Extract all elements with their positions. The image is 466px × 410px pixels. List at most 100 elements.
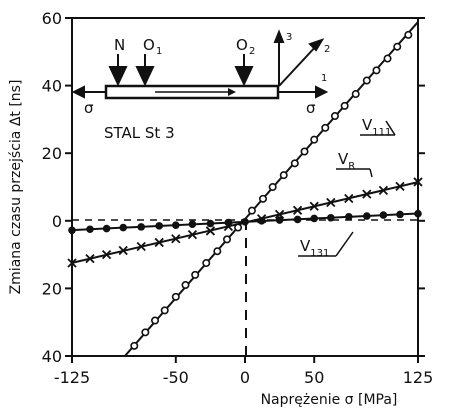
data-point-v131 — [68, 226, 76, 235]
x-tick-label: -125 — [54, 368, 90, 387]
data-point-v111 — [300, 147, 309, 156]
data-point-vr — [67, 258, 77, 268]
label-sigma-left: σ — [84, 99, 94, 117]
data-point-vr — [309, 201, 319, 211]
data-point-v131 — [327, 213, 335, 222]
series-label-leader — [369, 168, 373, 178]
data-point-v111 — [362, 76, 371, 85]
data-point-vr — [136, 241, 146, 252]
data-point-v111 — [181, 281, 190, 290]
series-label-v131: V131 — [300, 237, 329, 259]
data-point-v111 — [383, 54, 392, 63]
data-point-v111 — [321, 123, 330, 132]
data-point-vr — [395, 181, 405, 191]
data-point-v131 — [224, 218, 233, 227]
transducer-o2-arrowhead — [234, 66, 254, 87]
data-point-v111 — [372, 66, 381, 75]
stress-arrowhead-left — [71, 85, 85, 99]
data-point-vr — [187, 230, 198, 240]
y-tick-label: 20 — [42, 144, 62, 163]
data-point-v111 — [340, 101, 349, 110]
transducer-n-arrowhead — [108, 66, 128, 87]
x-tick-label: 0 — [240, 368, 250, 387]
data-point-vr — [274, 209, 285, 220]
data-point-v131 — [206, 219, 215, 228]
label-n: N — [114, 36, 125, 54]
axis-2-arrowhead — [308, 38, 325, 52]
plot-layer: -125 -50 0 50 125 60 40 20 0 20 40 V111 VR V131 — [42, 9, 434, 387]
wave-arrowhead — [228, 88, 236, 96]
data-point-v131 — [119, 223, 128, 232]
data-point-vr — [326, 197, 336, 208]
data-point-v131 — [310, 214, 319, 223]
y-tick-label: 0 — [52, 212, 62, 231]
x-tick-label: 50 — [304, 368, 324, 387]
data-point-v111 — [247, 206, 256, 215]
data-point-v111 — [160, 306, 169, 315]
series-label-vr: VR — [338, 150, 355, 172]
data-point-v111 — [404, 30, 413, 39]
data-point-v131 — [172, 221, 180, 229]
data-point-v111 — [151, 316, 160, 325]
data-point-vr — [171, 234, 181, 244]
data-point-v131 — [137, 223, 145, 231]
label-sigma-right: σ — [306, 99, 316, 117]
axis-2-line — [278, 43, 319, 87]
y-tick-label: 40 — [42, 347, 62, 366]
x-axis-label: Naprężenie σ [MPa] — [261, 392, 398, 408]
label-o1-main: O — [143, 36, 155, 54]
transducer-o1-arrowhead — [135, 66, 155, 87]
axis-3-arrowhead — [273, 29, 285, 43]
y-tick-label: 40 — [42, 77, 62, 96]
data-point-vr — [344, 193, 354, 204]
data-point-v111 — [213, 247, 222, 256]
data-point-v131 — [155, 222, 163, 230]
stress-arrowhead-right — [315, 85, 329, 99]
data-point-v111 — [258, 194, 267, 203]
data-point-v111 — [279, 171, 288, 180]
data-point-v111 — [130, 341, 139, 350]
data-point-vr — [118, 245, 128, 256]
data-point-v131 — [86, 225, 94, 234]
annotation-stal: STAL St 3 — [104, 124, 175, 142]
data-point-v111 — [290, 159, 299, 168]
data-point-v131 — [293, 215, 302, 224]
series-label-leader — [335, 231, 354, 257]
data-point-vr — [101, 249, 112, 260]
data-point-vr — [362, 189, 372, 199]
label-axis-3: 3 — [286, 32, 292, 43]
data-point-v111 — [191, 270, 200, 279]
data-point-v131 — [362, 212, 371, 220]
data-point-vr — [292, 205, 303, 215]
data-point-vr — [205, 226, 216, 236]
data-point-v111 — [171, 292, 180, 301]
data-point-v131 — [379, 211, 388, 219]
label-axis-1: 1 — [321, 73, 327, 84]
data-point-v131 — [275, 216, 284, 224]
y-axis-label: Zmiana czasu przejścia Δt [ns] — [8, 80, 24, 295]
data-point-v131 — [188, 220, 197, 228]
data-point-v131 — [257, 217, 266, 225]
data-point-vr — [154, 237, 164, 248]
data-point-v111 — [330, 112, 339, 121]
y-tick-label: 60 — [42, 9, 62, 28]
label-o1-sub: 1 — [156, 46, 162, 57]
data-point-v131 — [102, 224, 111, 233]
data-point-v131 — [414, 209, 422, 218]
data-point-v111 — [234, 223, 243, 232]
data-point-v131 — [345, 212, 353, 221]
y-tick-label: 20 — [42, 279, 62, 298]
label-o2-main: O — [236, 36, 248, 54]
x-tick-label: -50 — [163, 368, 189, 387]
label-axis-2: 2 — [324, 44, 330, 55]
data-point-v111 — [310, 135, 319, 144]
data-point-v111 — [268, 183, 277, 192]
data-point-v131 — [396, 210, 404, 219]
data-point-vr — [85, 254, 95, 264]
data-point-v111 — [141, 328, 150, 337]
x-tick-label: 125 — [403, 368, 434, 387]
data-point-vr — [413, 177, 423, 187]
data-point-v111 — [393, 42, 402, 51]
data-point-v111 — [223, 235, 232, 244]
